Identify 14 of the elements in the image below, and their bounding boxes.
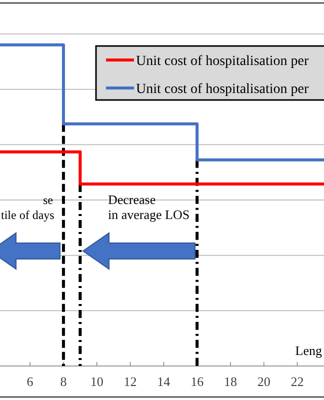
annotation: se tile of days (1, 193, 55, 222)
x-tick-label: 8 (60, 374, 67, 389)
x-tick-label: 6 (26, 374, 34, 389)
x-tick-label: 22 (290, 374, 304, 389)
legend-label: Unit cost of hospitalisation per (136, 82, 309, 97)
x-tick-label: 12 (124, 374, 137, 389)
x-tick-label: 18 (224, 374, 237, 389)
x-tick-label: 10 (90, 374, 104, 389)
annotation: Decrease in average LOS (108, 192, 190, 222)
x-tick-label: 16 (190, 374, 204, 389)
x-axis-title: Leng (295, 343, 322, 358)
legend-label: Unit cost of hospitalisation per (136, 54, 309, 69)
x-tick-label: 20 (257, 374, 270, 389)
x-tick-label: 14 (157, 374, 171, 389)
